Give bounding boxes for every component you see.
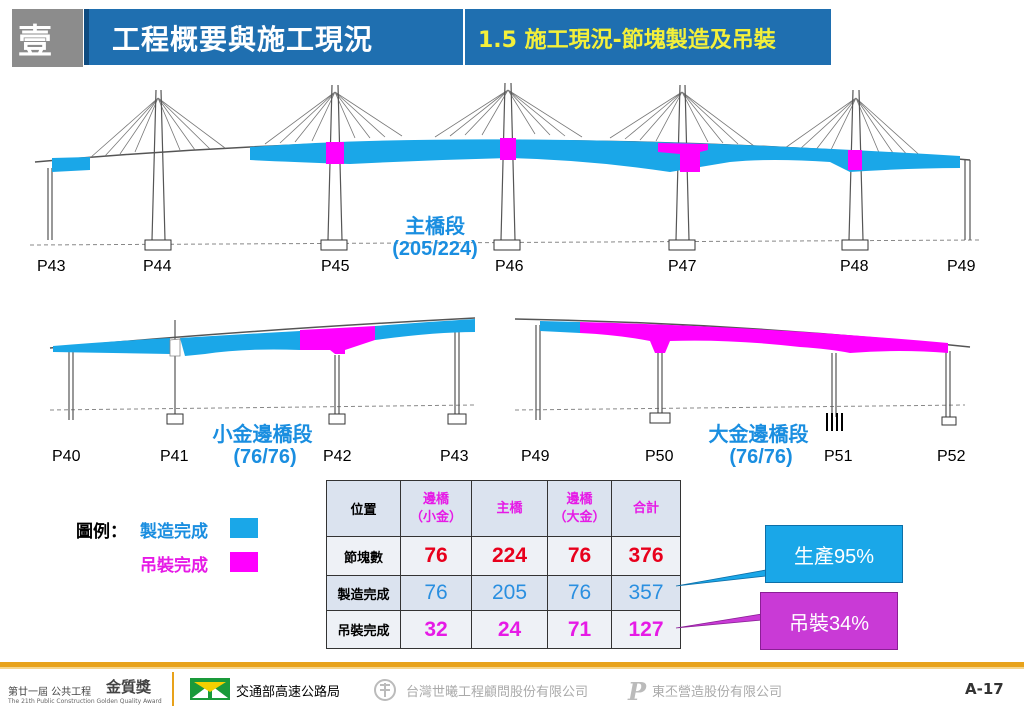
award-english: The 21th Public Construction Golden Qual… <box>8 698 162 705</box>
col-line1: 邊橋 <box>566 491 593 507</box>
table-header-col: 邊橋 （小金） <box>400 480 472 537</box>
table-cell: 376 <box>611 536 681 576</box>
callout-pointers <box>675 569 767 629</box>
stay-cables <box>89 89 926 161</box>
page-subtitle: 1.5 施工現況-節塊製造及吊裝 <box>478 28 776 53</box>
header-bar <box>84 9 463 65</box>
footer-divider-light <box>0 667 1024 669</box>
left-segment-label: 小金邊橋段 <box>212 424 313 446</box>
pier-label: P42 <box>323 448 352 465</box>
production-callout: 生產95% <box>765 525 903 583</box>
lifting-callout: 吊裝34% <box>760 592 898 650</box>
agency-ceci: 台灣世曦工程顧問股份有限公司 <box>406 685 589 700</box>
table-cell: 76 <box>547 575 612 611</box>
table-header-col: 主橋 <box>471 480 548 537</box>
page-number: A-17 <box>965 680 1004 698</box>
table-row: 製造完成 76 205 76 357 <box>326 575 681 611</box>
col-line2: （大金） <box>553 509 606 525</box>
table-cell: 127 <box>611 610 681 649</box>
row-label: 節塊數 <box>326 536 401 576</box>
legend-fabricated-swatch <box>230 518 258 538</box>
legend-lifted-label: 吊裝完成 <box>140 556 208 576</box>
table-cell: 76 <box>400 536 472 576</box>
left-span-diagram <box>49 317 476 425</box>
table-row: 節塊數 76 224 76 376 <box>326 536 681 576</box>
pier-label: P49 <box>521 448 550 465</box>
ceci-logo-icon <box>374 679 396 701</box>
table-cell: 224 <box>471 536 548 576</box>
table-header-position: 位置 <box>326 480 401 537</box>
main-segment-count: (205/224) <box>392 238 478 260</box>
pier-label: P48 <box>840 258 869 275</box>
table-header-col: 邊橋 （大金） <box>547 480 612 537</box>
award-title: 金質獎 <box>106 678 152 696</box>
row-label: 製造完成 <box>326 575 401 611</box>
pier-label: P50 <box>645 448 674 465</box>
table-cell: 205 <box>471 575 548 611</box>
highway-bureau-logo-icon <box>190 678 230 700</box>
table-header-col: 合計 <box>611 480 681 537</box>
agency-contractor: 東丕營造股份有限公司 <box>652 685 783 700</box>
right-span-diagram <box>514 318 971 431</box>
page-title: 工程概要與施工現況 <box>112 23 374 56</box>
row-label: 吊裝完成 <box>326 610 401 649</box>
pier-label: P51 <box>824 448 853 465</box>
lifted-segments <box>326 138 862 172</box>
col-line1: 主橋 <box>496 500 523 516</box>
pier-label: P41 <box>160 448 189 465</box>
segment-progress-table: 位置 邊橋 （小金） 主橋 邊橋 （大金） 合計 節塊數 76 224 76 376… <box>326 480 681 649</box>
chapter-badge <box>10 7 83 67</box>
right-segment-count: (76/76) <box>729 446 793 468</box>
pier-label: P44 <box>143 258 172 275</box>
left-segment-count: (76/76) <box>233 446 297 468</box>
pier-label: P49 <box>947 258 976 275</box>
main-segment-label: 主橋段 <box>405 216 465 238</box>
footer-divider <box>0 662 1024 667</box>
legend-fabricated-label: 製造完成 <box>140 522 208 542</box>
col-line1: 邊橋 <box>422 491 449 507</box>
col-line2: （小金） <box>409 509 462 525</box>
table-cell: 71 <box>547 610 612 649</box>
pier-label: P52 <box>937 448 966 465</box>
fabricated-segments <box>52 139 960 172</box>
legend-lifted-swatch <box>230 552 258 572</box>
award-text: 第廿一屆 公共工程 <box>8 687 92 698</box>
table-cell: 32 <box>400 610 472 649</box>
pier-label: P45 <box>321 258 350 275</box>
agency-highway-bureau: 交通部高速公路局 <box>236 685 341 700</box>
table-cell: 76 <box>547 536 612 576</box>
legend-title: 圖例： <box>76 522 127 542</box>
table-row: 吊裝完成 32 24 71 127 <box>326 610 681 649</box>
chapter-number: 壹 <box>18 22 52 62</box>
pier-label: P43 <box>37 258 66 275</box>
table-cell: 24 <box>471 610 548 649</box>
pier-label: P47 <box>668 258 697 275</box>
subtitle-bar <box>465 9 831 65</box>
table-cell: 76 <box>400 575 472 611</box>
pier-label: P43 <box>440 448 469 465</box>
pier-label: P40 <box>52 448 81 465</box>
footer-separator <box>172 672 174 706</box>
contractor-logo-icon: P <box>628 677 647 706</box>
main-bridge-diagram <box>30 82 981 251</box>
table-header-row: 位置 邊橋 （小金） 主橋 邊橋 （大金） 合計 <box>326 480 681 537</box>
table-cell: 357 <box>611 575 681 611</box>
col-line1: 合計 <box>632 500 659 516</box>
pier-label: P46 <box>495 258 524 275</box>
right-segment-label: 大金邊橋段 <box>708 424 809 446</box>
